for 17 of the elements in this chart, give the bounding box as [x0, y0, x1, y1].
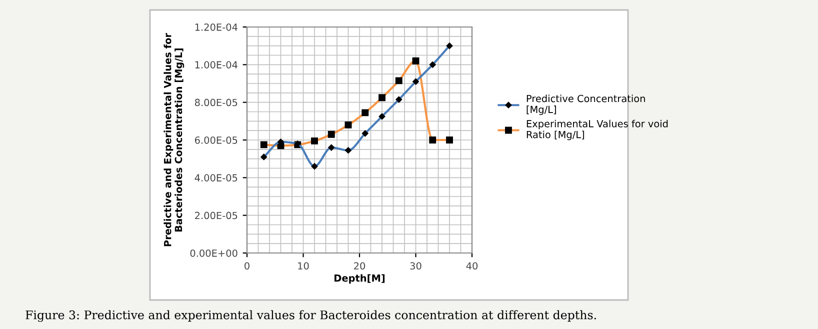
y-tick-label: 2.00E-05 — [195, 212, 238, 220]
x-axis-title: Depth[M] — [334, 274, 385, 284]
y-tick-label: 6.00E-05 — [194, 136, 238, 144]
caption: Figure 3: Predictive and experimental values for Bacteroides concentration at different depths. — [26, 310, 596, 322]
x-tick-label: 30 — [410, 262, 422, 270]
x-tick-label: 0 — [244, 262, 250, 270]
legend-label: ExperimentaL Values for void Ratio [Mg/L] — [526, 120, 668, 140]
y-tick-label: 0.00E+00 — [190, 249, 238, 257]
y-tick-label: 4.00E-05 — [194, 174, 238, 182]
legend-label: Predictive Concentration [Mg/L] — [526, 94, 645, 115]
y-tick-label: 8.00E-05 — [194, 98, 238, 106]
x-tick-label: 40 — [466, 262, 478, 270]
x-tick-label: 20 — [354, 262, 366, 270]
y-tick-label: 1.00E-04 — [195, 61, 238, 68]
x-tick-label: 10 — [298, 262, 309, 270]
y-axis-title: Predictive and Experimental Values for Bacteriodes Concentration [Mg/L] — [164, 32, 184, 246]
y-tick-label: 1.20E-04 — [195, 23, 238, 31]
